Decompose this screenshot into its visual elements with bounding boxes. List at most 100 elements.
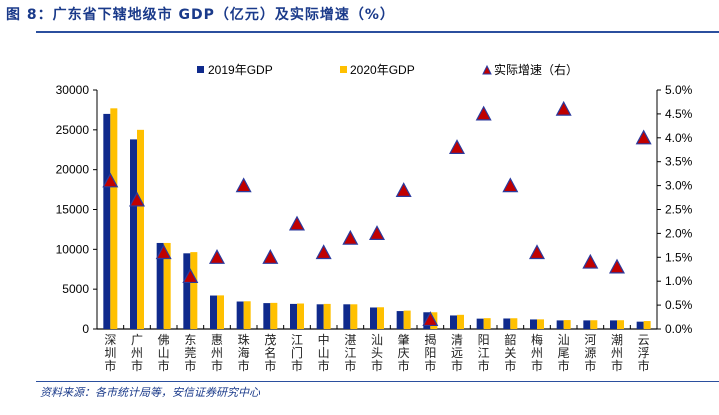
bar-2019 <box>636 321 644 329</box>
bar-2019 <box>556 320 564 329</box>
category-label: 河源市 <box>584 333 596 373</box>
growth-markers <box>102 100 652 327</box>
bar-2019 <box>503 318 511 329</box>
bar-2019 <box>396 311 404 329</box>
category-label: 揭阳市 <box>424 332 436 373</box>
category-label: 深圳市 <box>104 333 116 373</box>
legend-marker-growth <box>482 64 492 75</box>
bar-2020 <box>377 307 384 329</box>
legend-swatch-2019 <box>197 66 204 73</box>
category-label: 茂名市 <box>264 333 276 373</box>
left-axis-tick-label: 25000 <box>56 123 90 137</box>
growth-marker <box>235 177 252 193</box>
left-axis-tick-label: 5000 <box>62 282 89 296</box>
bar-2020 <box>190 252 198 329</box>
legend: 2019年GDP 2020年GDP 实际增速（右） <box>197 62 578 77</box>
left-axis-tick-label: 0 <box>82 322 89 336</box>
growth-marker <box>448 139 466 154</box>
category-label: 广州市 <box>131 333 143 373</box>
bar-2020 <box>563 320 571 329</box>
right-axis-tick-label: 4.0% <box>665 131 693 145</box>
bar-2019 <box>156 242 164 329</box>
category-label: 江门市 <box>291 333 303 373</box>
bar-2019 <box>530 319 537 329</box>
growth-marker <box>342 229 359 245</box>
bar-2020 <box>350 304 358 329</box>
category-label: 潮州市 <box>611 332 623 373</box>
left-axis-tick-label: 15000 <box>56 203 90 217</box>
category-label: 惠州市 <box>211 333 223 373</box>
category-label: 佛山市 <box>158 333 170 373</box>
bar-2020 <box>457 314 464 329</box>
bar-2019 <box>183 253 191 329</box>
bar-2019 <box>610 320 617 329</box>
bar-2019 <box>210 295 217 329</box>
right-axis-tick-label: 0.0% <box>665 322 693 336</box>
legend-label-2020: 2020年GDP <box>350 63 415 77</box>
growth-marker <box>635 129 652 145</box>
bar-2020 <box>510 318 518 329</box>
growth-marker <box>315 244 332 260</box>
right-axis-tick-label: 1.5% <box>665 250 693 264</box>
bar-2020 <box>270 302 278 329</box>
right-axis-tick-label: 5.0% <box>665 83 693 97</box>
right-axis-tick-label: 4.5% <box>665 107 693 121</box>
bar-2020 <box>617 320 624 329</box>
bar-2020 <box>537 319 544 329</box>
bar-2019 <box>343 304 351 329</box>
category-label: 韶关市 <box>504 332 516 373</box>
bar-2019 <box>370 307 377 329</box>
bar-2020 <box>217 295 224 329</box>
category-label: 云浮市 <box>638 333 650 373</box>
growth-marker <box>395 182 412 197</box>
category-label: 珠海市 <box>238 333 250 373</box>
legend-label-2019: 2019年GDP <box>208 63 273 77</box>
bar-2020 <box>403 310 411 329</box>
legend-swatch-2020 <box>340 66 347 73</box>
bar-2019 <box>130 139 137 329</box>
bar-2020 <box>110 108 118 329</box>
figure-title: 图 8：广东省下辖地级市 GDP（亿元）及实际增速（%） <box>6 7 395 23</box>
growth-marker <box>128 191 146 207</box>
growth-marker <box>582 253 599 269</box>
category-label: 肇庆市 <box>398 332 410 373</box>
bar-2020 <box>643 321 651 329</box>
bar-2019 <box>450 315 457 329</box>
bar-2019 <box>103 113 111 330</box>
category-label: 中山市 <box>318 332 330 373</box>
category-label: 梅州市 <box>531 332 543 373</box>
right-axis-tick-label: 3.5% <box>665 155 693 169</box>
bar-2020 <box>483 318 491 329</box>
bar-2020 <box>137 129 144 329</box>
category-label: 东莞市 <box>184 333 196 373</box>
growth-marker <box>555 100 572 116</box>
title-divider <box>36 31 719 33</box>
bar-2019 <box>290 303 297 329</box>
axes: 0 5000 10000 15000 20000 25000 30000 0.0% 0.5% 1.… <box>56 83 693 336</box>
left-axis-tick-label: 30000 <box>56 83 90 97</box>
growth-marker <box>475 105 492 121</box>
growth-marker <box>608 258 626 274</box>
bar-2019 <box>316 304 324 329</box>
category-label: 汕尾市 <box>558 333 570 373</box>
bar-2020 <box>590 320 598 329</box>
bar-2020 <box>323 303 331 329</box>
bar-2019 <box>236 301 244 329</box>
bar-2019 <box>476 318 484 329</box>
category-label: 阳江市 <box>478 333 490 373</box>
growth-marker <box>368 225 386 240</box>
category-label: 清远市 <box>451 333 463 373</box>
bar-2020 <box>297 303 304 329</box>
bars <box>103 108 651 330</box>
category-label: 湛江市 <box>344 333 356 373</box>
growth-marker <box>528 244 546 260</box>
growth-marker <box>155 244 172 260</box>
bar-2020 <box>243 301 251 329</box>
bar-2020 <box>163 242 171 329</box>
bar-2019 <box>583 320 591 329</box>
right-axis-tick-label: 3.0% <box>665 179 693 193</box>
category-labels: 深圳市 广州市 佛山市 东莞市 惠州市 珠海市 茂名市 江门市 中山市 湛江市 汕头市 肇庆市 揭阳市 清… <box>104 332 649 373</box>
bar-2019 <box>263 303 271 329</box>
growth-marker <box>102 172 119 188</box>
